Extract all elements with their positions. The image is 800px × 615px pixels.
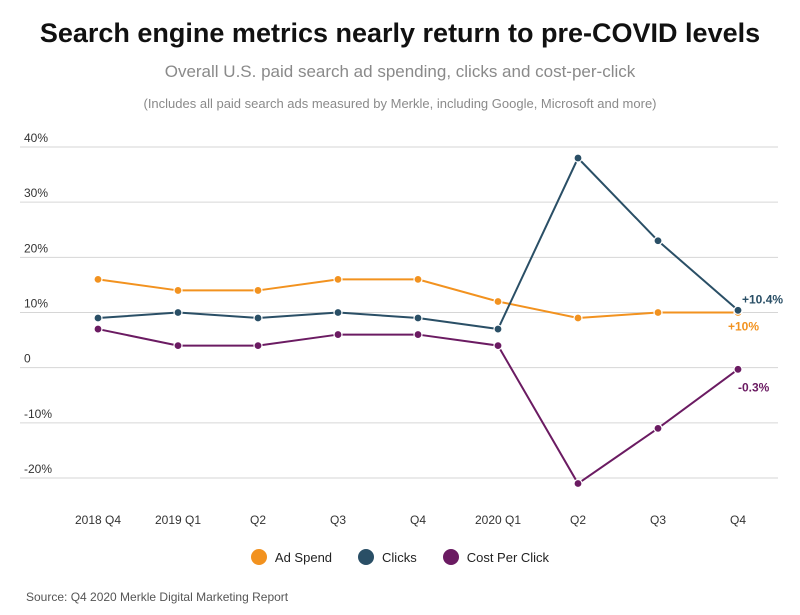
data-point <box>253 313 263 323</box>
end-label: -0.3% <box>738 380 770 394</box>
x-tick-label: 2019 Q1 <box>155 513 201 527</box>
end-label: +10.4% <box>742 292 783 306</box>
legend-label: Cost Per Click <box>466 549 550 565</box>
data-point <box>653 307 663 318</box>
x-tick-label: Q2 <box>250 513 266 527</box>
series-clicks <box>93 153 743 334</box>
data-point <box>173 285 183 296</box>
data-point <box>573 153 583 163</box>
end-label: +10% <box>728 320 759 334</box>
data-point <box>493 324 503 334</box>
y-axis-ticks: 40% 30% 20% 10% 0 -10% -20% <box>24 131 52 476</box>
source-note: Source: Q4 2020 Merkle Digital Marketing… <box>26 590 289 604</box>
series-line <box>97 156 739 331</box>
data-point <box>413 329 423 340</box>
legend-item: Clicks <box>358 549 417 565</box>
data-point <box>493 341 503 351</box>
legend-swatch <box>358 549 375 565</box>
x-tick-label: Q3 <box>650 513 666 527</box>
y-tick-label: 0 <box>24 352 31 366</box>
data-point <box>733 364 743 374</box>
y-tick-label: -20% <box>24 462 52 476</box>
chart-title: Search engine metrics nearly return to p… <box>39 18 761 48</box>
data-point <box>573 313 583 323</box>
data-point <box>93 274 103 284</box>
y-tick-label: 40% <box>24 131 48 145</box>
data-point <box>333 307 343 318</box>
data-point <box>333 274 343 284</box>
x-tick-label: Q2 <box>570 513 586 527</box>
end-labels: +10% +10.4% -0.3% <box>728 292 783 394</box>
data-point <box>333 329 343 340</box>
line-chart: 40% 30% 20% 10% 0 -10% -20% 2018 Q4 2019 Q1 Q2 Q3… <box>20 131 783 527</box>
data-point <box>493 296 503 307</box>
legend-label: Clicks <box>382 549 417 565</box>
data-point <box>173 341 183 351</box>
x-tick-label: 2018 Q4 <box>75 513 121 527</box>
legend-item: Ad Spend <box>250 549 333 565</box>
legend-item: Cost Per Click <box>442 549 550 565</box>
data-point <box>653 236 663 246</box>
chart-subtitle: Overall U.S. paid search ad spending, cl… <box>164 62 636 81</box>
legend-label: Ad Spend <box>274 549 333 565</box>
legend-swatch <box>442 549 459 565</box>
y-tick-label: 30% <box>24 186 48 200</box>
data-point <box>173 307 183 318</box>
data-point <box>93 324 103 334</box>
data-point <box>653 423 663 433</box>
series-lines <box>93 153 743 489</box>
x-tick-label: Q3 <box>330 513 346 527</box>
legend: Ad Spend Clicks Cost Per Click <box>0 549 800 565</box>
data-point <box>573 478 583 489</box>
y-tick-label: 20% <box>24 241 48 255</box>
data-point <box>253 285 263 296</box>
y-tick-label: 10% <box>24 297 48 311</box>
x-tick-label: Q4 <box>410 513 426 527</box>
series-cost-per-click <box>93 324 743 489</box>
x-axis-ticks: 2018 Q4 2019 Q1 Q2 Q3 Q4 2020 Q1 Q2 Q3 Q4 <box>75 513 746 527</box>
y-tick-label: -10% <box>24 407 52 421</box>
data-point <box>733 305 743 315</box>
chart-note: (Includes all paid search ads measured b… <box>143 96 657 111</box>
data-point <box>93 313 103 323</box>
series-line <box>97 328 739 485</box>
data-point <box>413 313 423 323</box>
data-point <box>413 274 423 284</box>
x-tick-label: 2020 Q1 <box>475 513 521 527</box>
data-point <box>253 341 263 351</box>
x-tick-label: Q4 <box>730 513 746 527</box>
legend-swatch <box>250 549 267 565</box>
